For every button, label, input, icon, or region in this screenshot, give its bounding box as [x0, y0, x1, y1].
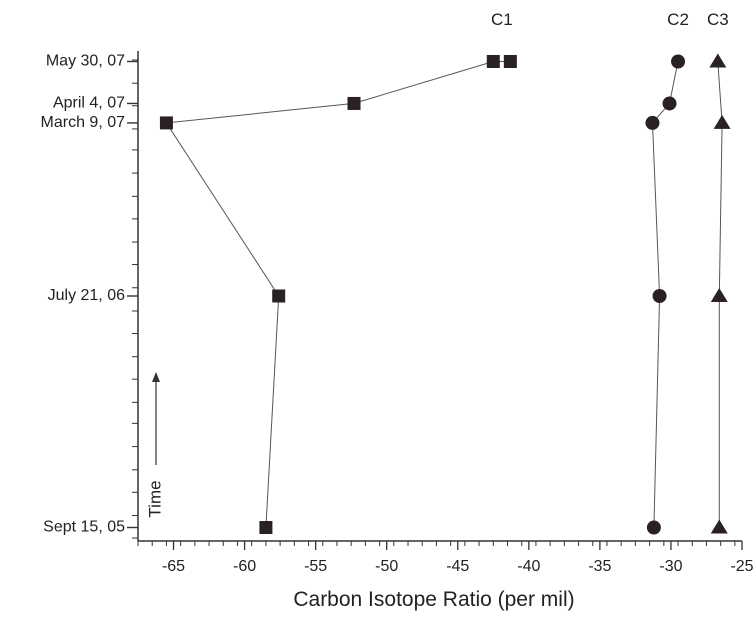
series-markers: [159, 53, 731, 535]
x-axis-label: Carbon Isotope Ratio (per mil): [293, 588, 574, 611]
x-ticks: -65 -60 -55 -50 -45 -40 -35 -30 -25: [137, 541, 754, 575]
data-point-circle: [671, 54, 686, 69]
x-tick-label: -35: [588, 558, 611, 575]
data-point-circle: [662, 96, 677, 111]
x-tick-label: -25: [730, 558, 753, 575]
data-point-triangle: [710, 519, 728, 534]
data-point-triangle: [709, 53, 727, 68]
x-tick-label: -45: [446, 558, 469, 575]
series-label-c3: C3: [707, 10, 729, 29]
time-arrow-label: Time: [145, 480, 164, 517]
series-line-c1: [165, 61, 511, 528]
series-line-c3: [717, 61, 723, 528]
y-tick-label: July 21, 06: [48, 287, 125, 304]
x-tick-label: -40: [517, 558, 540, 575]
x-tick-label: -60: [233, 558, 256, 575]
time-arrow-head: [152, 372, 160, 382]
data-point-circle: [652, 289, 667, 303]
series-labels: C1 C2 C3: [491, 10, 729, 29]
data-point-square: [259, 521, 273, 535]
series-label-c1: C1: [491, 10, 513, 29]
x-tick-label: -65: [162, 558, 185, 575]
data-point-triangle: [713, 114, 731, 129]
y-ticks: Sept 15, 05 July 21, 06 March 9, 07 April 4…: [41, 53, 138, 536]
data-point-circle: [645, 115, 660, 130]
data-point-square: [503, 54, 517, 68]
data-point-square: [159, 116, 173, 130]
y-minor-ticks: [132, 59, 138, 539]
y-tick-label: Sept 15, 05: [43, 519, 125, 536]
series-lines: [165, 61, 723, 528]
time-arrow: Time: [145, 372, 164, 518]
data-point-triangle: [710, 288, 728, 302]
data-point-square: [347, 96, 361, 110]
y-tick-label: April 4, 07: [53, 95, 125, 112]
y-tick-label: March 9, 07: [41, 114, 126, 131]
data-point-square: [486, 54, 500, 68]
x-tick-label: -55: [304, 558, 327, 575]
y-tick-label: May 30, 07: [46, 53, 125, 70]
x-tick-label: -50: [375, 558, 398, 575]
series-label-c2: C2: [667, 10, 689, 29]
data-point-square: [272, 289, 286, 303]
data-point-circle: [646, 520, 661, 535]
x-tick-label: -30: [659, 558, 682, 575]
